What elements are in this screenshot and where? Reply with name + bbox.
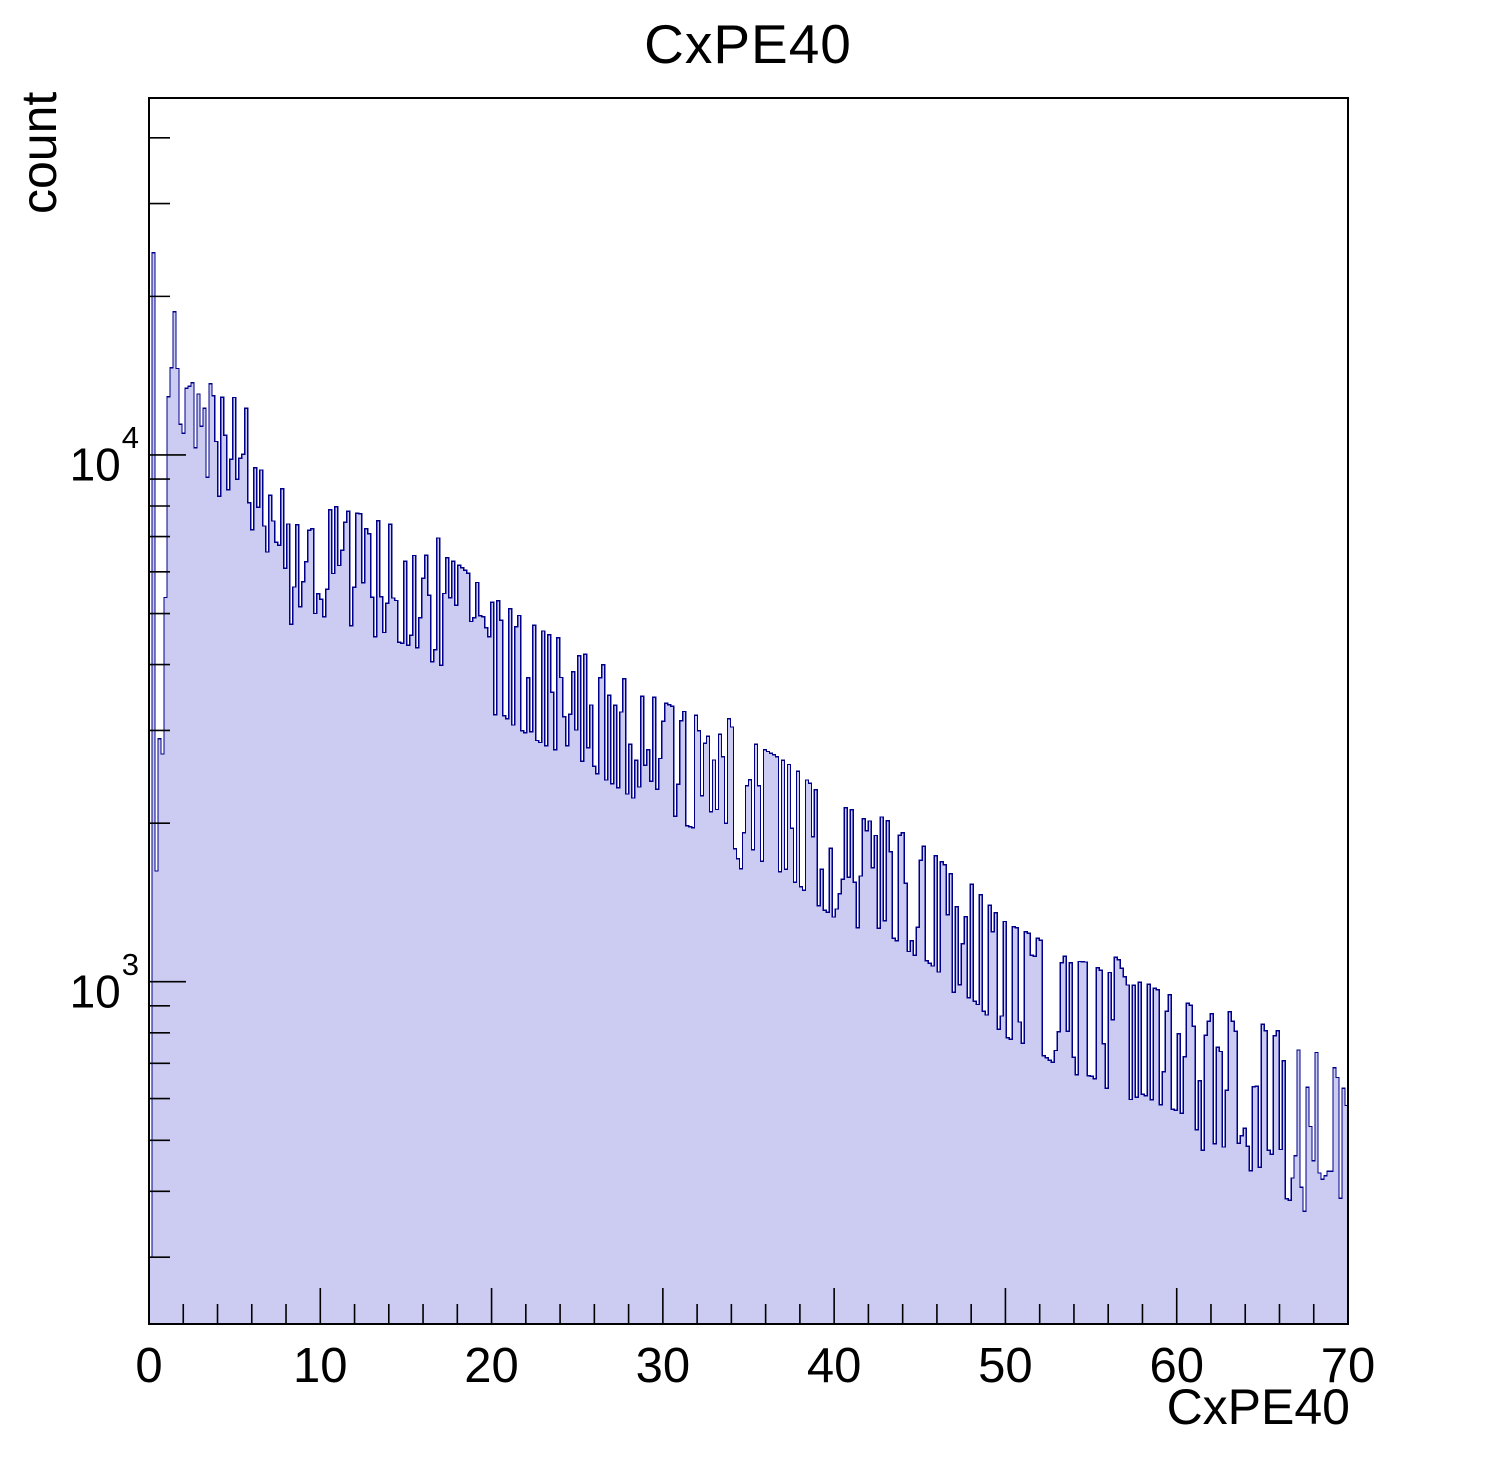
histogram-series <box>148 252 1349 1325</box>
x-tick-label: 10 <box>293 1339 348 1393</box>
y-tick-label: 103 <box>18 947 139 1018</box>
y-tick-base: 10 <box>69 438 121 491</box>
x-tick-label: 0 <box>135 1339 163 1393</box>
y-tick-exponent: 3 <box>121 946 139 982</box>
x-tick-label: 50 <box>978 1339 1033 1393</box>
x-axis-title: CxPE40 <box>1166 1379 1350 1435</box>
x-tick-label: 30 <box>635 1339 691 1393</box>
y-tick-label: 104 <box>18 420 139 491</box>
plot-frame <box>148 97 1349 1325</box>
x-tick-label: 70 <box>1320 1339 1376 1393</box>
x-tick-label: 20 <box>464 1339 519 1393</box>
x-tick-label: 60 <box>1149 1339 1204 1393</box>
x-tick-label: 40 <box>806 1339 862 1393</box>
chart-title: CxPE40 <box>644 13 852 75</box>
y-tick-exponent: 4 <box>121 419 139 455</box>
y-tick-base: 10 <box>69 965 121 1018</box>
